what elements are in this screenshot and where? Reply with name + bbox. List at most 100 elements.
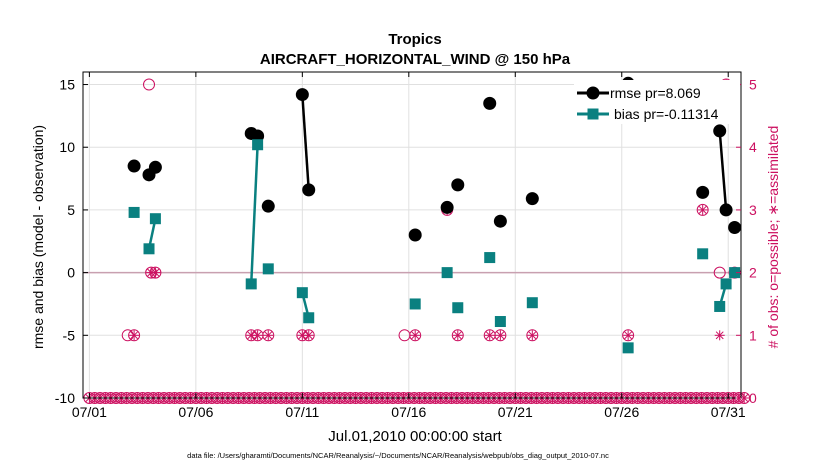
obs-assimilated-marker <box>714 330 725 341</box>
obs-assimilated-marker <box>246 330 257 341</box>
obs-possible-marker <box>128 329 141 342</box>
rmse-point <box>408 228 422 242</box>
obs-assimilated-stroke <box>698 205 707 214</box>
y-tick-label: -10 <box>55 390 75 406</box>
y-axis-label-right: # of obs: o=possible; ∗=assimilated <box>765 126 781 349</box>
y-tick-label-right: 2 <box>749 265 757 281</box>
footnote: data file: /Users/gharamti/Documents/NCA… <box>187 451 609 460</box>
obs-assimilated-stroke <box>411 331 420 340</box>
x-tick-label: 07/11 <box>285 404 319 420</box>
obs-assimilated-stroke <box>453 331 462 340</box>
obs-assimilated-marker <box>410 330 421 341</box>
obs-assimilated-marker <box>263 330 274 341</box>
obs-assimilated-marker <box>252 330 263 341</box>
x-tick-label: 07/31 <box>711 404 746 420</box>
obs-assimilated-marker <box>527 330 538 341</box>
obs-assimilated-stroke <box>304 331 313 340</box>
bias-point <box>128 206 140 218</box>
bias-point <box>252 139 264 151</box>
obs-assimilated-stroke <box>253 331 262 340</box>
chart-subtitle: AIRCRAFT_HORIZONTAL_WIND @ 150 hPa <box>260 51 571 68</box>
obs-assimilated-marker <box>484 330 495 341</box>
obs-assimilated-marker <box>303 330 314 341</box>
obs-possible-marker <box>713 266 726 279</box>
bias-point <box>143 243 155 255</box>
y-tick-label-right: 5 <box>749 77 757 93</box>
obs-assimilated-marker <box>697 204 708 215</box>
x-tick-label: 07/16 <box>391 404 426 420</box>
obs-possible-marker <box>262 329 275 342</box>
bias-point <box>245 278 257 290</box>
obs-possible-marker <box>409 329 422 342</box>
obs-assimilated-stroke <box>485 331 494 340</box>
obs-possible-marker <box>451 329 464 342</box>
obs-assimilated-stroke <box>151 268 160 277</box>
rmse-point <box>261 199 275 213</box>
y-tick-label: 10 <box>59 139 75 155</box>
rmse-line <box>301 94 310 190</box>
bias-point <box>262 263 274 275</box>
obs-assimilated-marker <box>452 330 463 341</box>
obs-assimilated-stroke <box>740 394 749 402</box>
obs-assimilated-stroke <box>247 331 256 340</box>
chart-title: Tropics <box>388 31 441 48</box>
bias-point <box>452 302 464 314</box>
rmse-point <box>719 203 733 217</box>
y-tick-label: 5 <box>67 202 75 218</box>
y-tick-label: 0 <box>67 265 75 281</box>
obs-possible-marker <box>143 78 156 91</box>
obs-assimilated-stroke <box>130 331 139 340</box>
bias-point <box>409 298 421 310</box>
obs-assimilated-marker <box>623 330 634 341</box>
marks-layer <box>83 76 751 404</box>
obs-assimilated-stroke <box>496 331 505 340</box>
obs-assimilated-stroke <box>298 331 307 340</box>
y-tick-label: -5 <box>63 327 76 343</box>
legend-bias-label: bias pr=-0.11314 <box>614 106 719 122</box>
rmse-point <box>713 124 727 138</box>
legend-bias-marker <box>587 108 599 120</box>
obs-assimilated-marker <box>150 267 161 278</box>
bias-point <box>149 213 161 225</box>
rmse-line <box>718 130 728 211</box>
bias-point <box>296 287 308 299</box>
bias-point <box>484 252 496 264</box>
x-tick-label: 07/06 <box>178 404 213 420</box>
y-axis-label: rmse and bias (model - observation) <box>30 125 46 349</box>
x-tick-label: 07/01 <box>72 404 107 420</box>
rmse-point <box>483 96 497 110</box>
bias-point <box>697 248 709 260</box>
obs-assimilated-marker <box>129 330 140 341</box>
rmse-point <box>295 88 309 102</box>
legend-box <box>574 80 740 124</box>
obs-possible-marker <box>494 329 507 342</box>
x-tick-label: 07/26 <box>604 404 639 420</box>
bias-point <box>720 278 732 290</box>
bias-point <box>714 300 726 312</box>
rmse-point <box>440 200 454 214</box>
axis-layer: 07/01 07/06 07/11 07/16 07/21 07/26 07/31 -10 -5… <box>55 72 757 420</box>
legend: rmse pr=8.069 bias pr=-0.11314 <box>574 80 740 124</box>
y-tick-label-right: 1 <box>749 327 757 343</box>
bias-point <box>494 316 506 328</box>
y-tick-label-right: 4 <box>749 139 757 155</box>
rmse-point <box>696 185 710 199</box>
rmse-point <box>251 129 265 143</box>
x-axis-label: Jul.01,2010 00:00:00 start <box>328 428 502 445</box>
obs-assimilated-stroke <box>528 331 537 340</box>
bias-point <box>441 267 453 279</box>
rmse-point <box>525 192 539 206</box>
obs-assimilated-marker <box>297 330 308 341</box>
x-tick-label: 07/21 <box>498 404 533 420</box>
bias-point <box>622 342 634 354</box>
bias-point <box>729 267 741 279</box>
obs-assimilated-marker <box>495 330 506 341</box>
obs-assimilated-stroke <box>264 331 273 340</box>
rmse-point <box>148 160 162 174</box>
plot-frame <box>82 71 742 399</box>
obs-possible-marker <box>622 329 635 342</box>
bias-line <box>249 144 259 284</box>
rmse-point <box>493 214 507 228</box>
